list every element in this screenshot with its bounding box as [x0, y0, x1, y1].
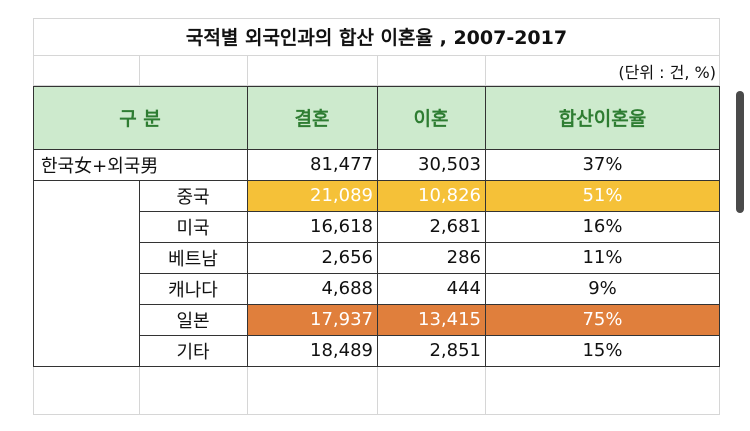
gridline: [139, 55, 140, 86]
gridline: [485, 366, 486, 415]
row-divorce-vietnam: 286: [446, 247, 481, 268]
row-label-japan: 일본: [176, 310, 210, 332]
gridline: [33, 414, 720, 415]
header-rate: 합산이혼율: [485, 86, 720, 149]
table-border: [139, 335, 720, 336]
table-border: [139, 211, 720, 212]
row-marriage-canada: 4,688: [321, 278, 373, 299]
header-category: 구 분: [33, 86, 247, 149]
gridline: [247, 366, 248, 415]
table-border: [139, 273, 720, 274]
table-border: [139, 304, 720, 305]
table-border: [485, 86, 486, 367]
row-rate-china: 51%: [485, 180, 720, 211]
table-border: [139, 180, 140, 367]
row-divorce-usa: 2,681: [429, 216, 481, 237]
row-label-canada: 캐나다: [168, 279, 218, 301]
table-border: [33, 366, 720, 367]
table-border: [33, 180, 720, 181]
row-label-other: 기타: [176, 341, 210, 363]
total-rate: 37%: [582, 154, 623, 175]
header-divorce: 이혼: [377, 86, 485, 149]
gridline: [139, 366, 140, 415]
spreadsheet-table: 국적별 외국인과의 합산 이혼율 , 2007-2017 (단위 : 건, %)…: [33, 18, 720, 415]
table-title: 국적별 외국인과의 합산 이혼율 , 2007-2017: [185, 27, 568, 49]
gridline: [33, 55, 720, 56]
header-marriage: 결혼: [247, 86, 377, 149]
table-border: [33, 86, 720, 87]
row-marriage-usa: 16,618: [310, 216, 373, 237]
row-divorce-japan: 13,415: [377, 304, 485, 335]
gridline: [33, 18, 720, 19]
row-rate-japan: 75%: [485, 304, 720, 335]
gridline: [33, 85, 720, 86]
total-marriage: 81,477: [310, 154, 373, 175]
vertical-scrollbar[interactable]: [736, 91, 744, 213]
table-border: [33, 86, 34, 367]
table-border: [719, 86, 720, 367]
row-marriage-vietnam: 2,656: [321, 247, 373, 268]
row-marriage-china: 21,089: [247, 180, 377, 211]
gridline: [377, 366, 378, 415]
unit-label: (단위 : 건, %): [618, 62, 716, 82]
row-divorce-china: 10,826: [377, 180, 485, 211]
row-marriage-japan: 17,937: [247, 304, 377, 335]
row-label-vietnam: 베트남: [168, 248, 218, 270]
gridline: [247, 55, 248, 86]
table-border: [377, 86, 378, 367]
row-rate-canada: 9%: [588, 278, 617, 299]
row-rate-other: 15%: [582, 340, 623, 361]
row-rate-vietnam: 11%: [582, 247, 623, 268]
row-label-usa: 미국: [176, 217, 210, 239]
total-label: 한국女+외국男: [41, 155, 159, 177]
row-divorce-other: 2,851: [429, 340, 481, 361]
gridline: [485, 55, 486, 86]
table-border: [139, 242, 720, 243]
table-border: [33, 149, 720, 150]
row-label-china: 중국: [176, 186, 210, 208]
total-divorce: 30,503: [418, 154, 481, 175]
row-marriage-other: 18,489: [310, 340, 373, 361]
gridline: [377, 55, 378, 86]
table-border: [247, 86, 248, 367]
row-rate-usa: 16%: [582, 216, 623, 237]
row-divorce-canada: 444: [446, 278, 481, 299]
